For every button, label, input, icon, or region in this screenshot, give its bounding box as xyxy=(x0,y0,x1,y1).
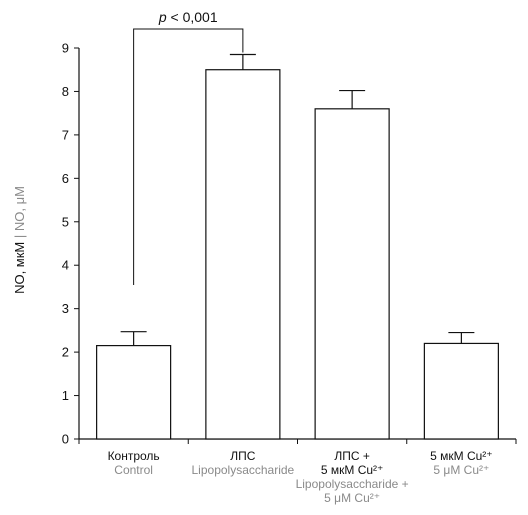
significance-line xyxy=(133,28,244,285)
bar xyxy=(96,344,172,440)
y-tick-label: 6 xyxy=(62,171,69,186)
y-tick-label: 7 xyxy=(62,127,69,142)
category-label-ru: 5 мкМ Cu²⁺ xyxy=(430,449,493,463)
category-label-ru: ЛПС + xyxy=(334,449,370,463)
y-axis-label-en: NO, μM xyxy=(12,186,27,231)
y-tick-label: 2 xyxy=(62,345,69,360)
y-tick-label: 9 xyxy=(62,41,69,56)
y-tick-label: 1 xyxy=(62,388,69,403)
category-label-en: Lipopolysaccharide xyxy=(192,463,295,477)
significance-label: p < 0,001 xyxy=(158,9,218,25)
category-label-en: 5 μM Cu²⁺ xyxy=(433,463,489,477)
category-label-en: Control xyxy=(114,463,153,477)
y-tick-label: 3 xyxy=(62,301,69,316)
significance-bracket: p < 0,001 xyxy=(133,9,244,285)
bar xyxy=(314,108,390,440)
y-axis-label: NO, мкМ | NO, μM xyxy=(12,186,27,294)
y-tick-label: 4 xyxy=(62,258,69,273)
y-axis-label-separator: | xyxy=(12,231,27,242)
y-axis-label-ru: NO, мкМ xyxy=(12,242,27,294)
category-label-ru: Контроль xyxy=(108,449,160,463)
y-axis: 0 1 2 3 4 5 6 7 8 9 xyxy=(62,41,80,447)
category-label-ru: 5 мкМ Cu²⁺ xyxy=(321,463,384,477)
category-label-en: 5 μM Cu²⁺ xyxy=(324,491,380,505)
y-tick-label: 8 xyxy=(62,84,69,99)
y-tick-label: 5 xyxy=(62,214,69,229)
bar xyxy=(205,69,281,440)
category-label-en: Lipopolysaccharide + xyxy=(296,477,409,491)
error-bars xyxy=(120,53,475,346)
y-tick-label: 0 xyxy=(62,432,69,447)
category-label-ru: ЛПС xyxy=(230,449,256,463)
x-axis xyxy=(78,438,517,444)
bars xyxy=(96,69,499,440)
bar xyxy=(423,342,499,440)
